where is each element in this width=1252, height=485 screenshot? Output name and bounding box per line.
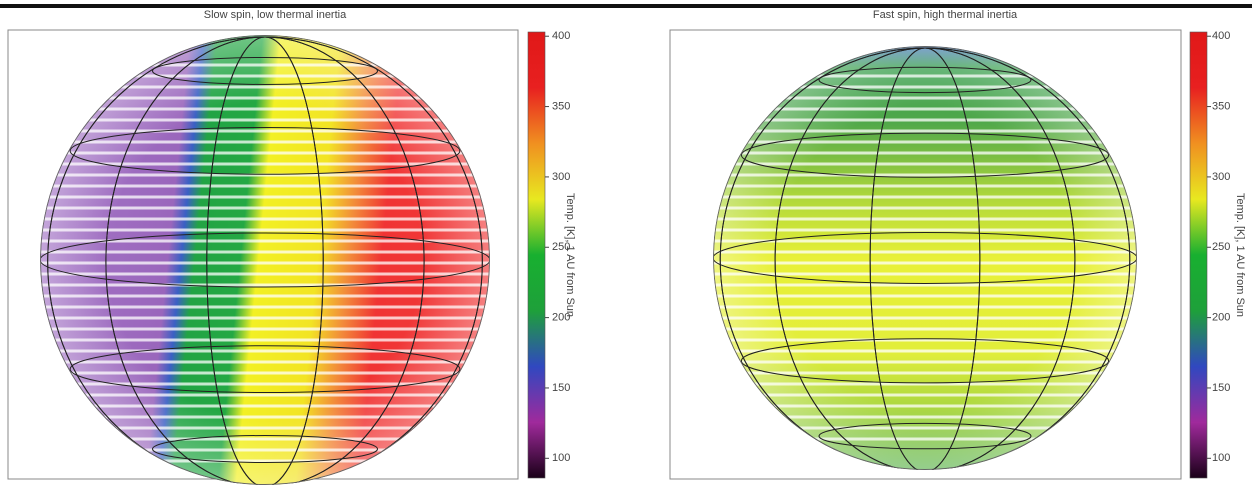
parallel [818, 66, 1032, 94]
colorbar-tick-label: 150 [552, 382, 570, 394]
parallel [740, 338, 1110, 384]
colorbar-tick-label: 250 [552, 241, 570, 253]
colorbar-tick-label: 300 [552, 171, 570, 183]
parallel [40, 232, 490, 288]
chart-title: Fast spin, high thermal inertia [873, 9, 1018, 21]
colorbar-tick-label: 200 [1212, 312, 1230, 324]
sphere [40, 35, 490, 485]
parallel [818, 422, 1032, 450]
colorbar [527, 31, 546, 479]
shade [713, 46, 1137, 470]
colorbar-tick-label: 100 [552, 452, 570, 464]
colorbar-tick-label: 400 [552, 30, 570, 42]
colorbar-tick-label: 150 [1212, 382, 1230, 394]
shade [40, 35, 490, 485]
panel-frame [669, 29, 1182, 480]
colorbar-tick-label: 200 [552, 312, 570, 324]
colorbar-tick-label: 250 [1212, 241, 1230, 253]
chart-title: Slow spin, low thermal inertia [204, 9, 347, 21]
parallel [69, 345, 461, 394]
colorbar-label: Temp. [K], 1 AU from Sun [1234, 193, 1246, 317]
sphere [713, 46, 1137, 470]
colorbar-tick-label: 100 [1212, 452, 1230, 464]
colorbar-tick-label: 350 [552, 100, 570, 112]
parallel [69, 126, 461, 175]
parallel [152, 435, 378, 464]
colorbar-tick-label: 400 [1212, 30, 1230, 42]
colorbar-tick-label: 350 [1212, 100, 1230, 112]
parallel [740, 132, 1110, 178]
outline [713, 46, 1137, 470]
colorbar-label: Temp. [K], 1 AU from Sun [564, 193, 576, 317]
parallel [713, 232, 1137, 284]
meridian [719, 47, 1131, 470]
colorbar-tick-label: 300 [1212, 171, 1230, 183]
colorbar [1189, 31, 1208, 479]
meridian [47, 36, 483, 485]
parallel [152, 56, 378, 85]
top-rule [0, 4, 1252, 8]
